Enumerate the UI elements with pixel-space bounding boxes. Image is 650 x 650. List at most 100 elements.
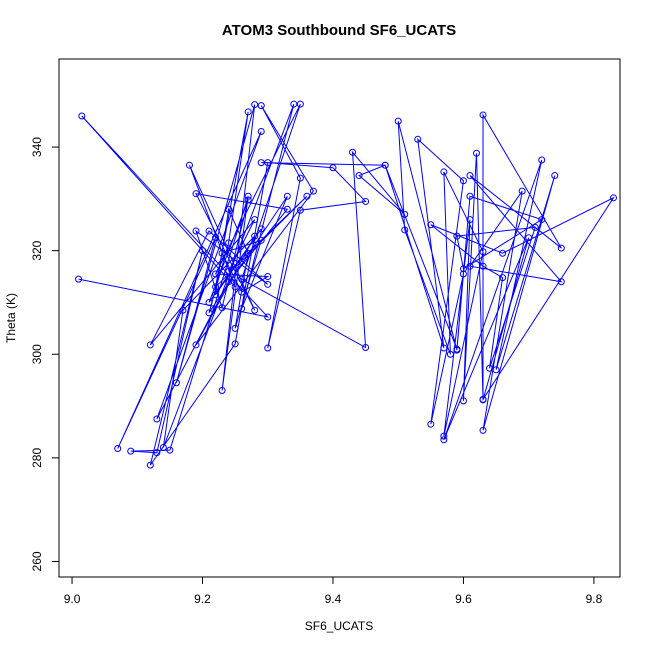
data-point — [251, 216, 259, 224]
data-point — [231, 283, 239, 291]
data-point — [329, 164, 337, 172]
data-point — [557, 244, 565, 252]
data-point — [472, 149, 480, 157]
data-point — [225, 278, 233, 286]
x-axis-label: SF6_UCATS — [305, 619, 373, 633]
data-point — [296, 100, 304, 108]
data-point — [153, 449, 161, 457]
data-point — [192, 341, 200, 349]
data-point — [518, 187, 526, 195]
data-point — [459, 177, 467, 185]
data-point — [146, 341, 154, 349]
data-point — [362, 344, 370, 352]
y-tick-label: 260 — [30, 551, 44, 571]
y-axis-label: Theta (K) — [4, 293, 18, 343]
data-point — [78, 112, 86, 120]
data-point — [166, 446, 174, 454]
data-point — [479, 248, 487, 256]
data-point — [231, 324, 239, 332]
data-point — [290, 100, 298, 108]
data-point — [303, 192, 311, 200]
data-point — [466, 216, 474, 224]
data-point — [257, 128, 265, 136]
data-point — [557, 278, 565, 286]
y-tick-label: 340 — [30, 137, 44, 157]
y-tick-label: 320 — [30, 240, 44, 260]
x-tick-label: 9.4 — [325, 592, 342, 606]
data-point — [499, 249, 507, 257]
data-point — [446, 350, 454, 358]
data-point — [244, 108, 252, 116]
data-point — [264, 273, 272, 281]
data-point — [212, 270, 220, 278]
data-point — [244, 192, 252, 200]
data-point — [257, 225, 265, 233]
data-point — [479, 395, 487, 403]
data-point — [238, 288, 246, 296]
data-point — [381, 161, 389, 169]
data-point — [264, 159, 272, 167]
data-point — [264, 344, 272, 352]
data-point — [459, 270, 467, 278]
data-point — [251, 306, 259, 314]
data-point — [453, 345, 461, 353]
data-point — [296, 206, 304, 214]
data-point — [440, 436, 448, 444]
plot-area — [75, 100, 617, 469]
data-point — [486, 364, 494, 372]
data-point — [427, 420, 435, 428]
data-point — [355, 172, 363, 180]
data-point — [179, 306, 187, 314]
data-point — [244, 196, 252, 204]
data-point — [127, 447, 135, 455]
data-point — [257, 236, 265, 244]
data-point — [225, 267, 233, 275]
data-point — [172, 379, 180, 387]
data-point — [218, 304, 226, 312]
data-point — [499, 274, 507, 282]
data-point — [466, 172, 474, 180]
x-tick-label: 9.0 — [64, 592, 81, 606]
data-point — [257, 159, 265, 167]
data-point — [225, 205, 233, 213]
data-point — [479, 426, 487, 434]
data-point — [192, 190, 200, 198]
data-point — [283, 192, 291, 200]
data-point — [251, 232, 259, 240]
data-point — [264, 313, 272, 321]
data-point — [440, 344, 448, 352]
data-point — [394, 117, 402, 125]
data-point — [362, 197, 370, 205]
data-point — [257, 102, 265, 110]
data-point — [453, 232, 461, 240]
data-point — [459, 265, 467, 273]
data-point — [466, 192, 474, 200]
chart-title: ATOM3 Southbound SF6_UCATS — [222, 22, 456, 39]
data-point — [218, 387, 226, 395]
data-point — [199, 247, 207, 255]
data-point — [212, 291, 220, 299]
data-point — [231, 340, 239, 348]
data-point — [492, 366, 500, 374]
data-point — [238, 305, 246, 313]
data-point — [205, 298, 213, 306]
data-point — [401, 226, 409, 234]
data-point — [309, 187, 317, 195]
data-point — [159, 444, 167, 451]
data-point — [296, 174, 304, 182]
data-point — [205, 309, 213, 317]
data-point — [538, 156, 546, 164]
data-point — [153, 415, 161, 423]
data-point — [251, 101, 259, 109]
data-point — [427, 221, 435, 229]
data-point — [225, 239, 233, 247]
data-point — [114, 445, 122, 453]
data-point — [525, 234, 533, 242]
data-point — [75, 275, 83, 283]
x-axis: 9.0 9.2 9.4 9.6 9.8 — [64, 576, 603, 606]
data-point — [205, 227, 213, 235]
y-tick-label: 280 — [30, 448, 44, 468]
data-point — [212, 283, 220, 291]
data-point — [609, 194, 617, 202]
data-point — [218, 249, 226, 257]
